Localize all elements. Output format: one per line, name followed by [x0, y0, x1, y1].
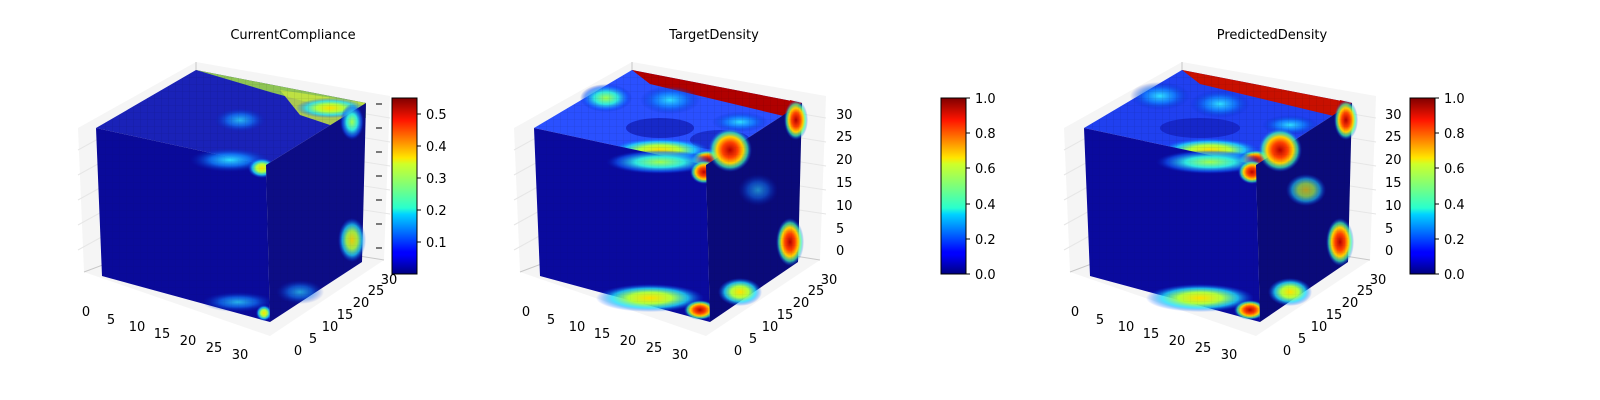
- z-tick: 0: [836, 244, 844, 259]
- x-tick: 10: [569, 320, 586, 335]
- colorbar-tick: 0.5: [426, 108, 447, 123]
- colorbar-tick: 1.0: [1444, 92, 1465, 107]
- y-tick: 30: [1370, 273, 1387, 288]
- x-tick: 15: [1143, 327, 1160, 342]
- x-axis-ticks: 0 5 10 15 20 25 30: [1071, 305, 1237, 363]
- x-tick: 5: [547, 313, 555, 328]
- x-tick: 15: [154, 327, 171, 342]
- x-tick: 30: [232, 348, 249, 363]
- colorbar: 0.0 0.2 0.4 0.6 0.8 1.0: [940, 92, 996, 283]
- y-tick: 30: [381, 273, 398, 288]
- chart-title: TargetDensity: [668, 28, 759, 43]
- z-tick: 15: [1385, 176, 1402, 191]
- z-tick: 30: [1385, 108, 1402, 123]
- colorbar: 0.1 0.2 0.3 0.4 0.5: [391, 97, 447, 275]
- y-tick: 15: [777, 308, 794, 323]
- colorbar-tick: 0.2: [426, 204, 447, 219]
- z-tick: 30: [836, 108, 853, 123]
- z-tick: 10: [836, 199, 853, 214]
- colorbar-tick: 0.4: [975, 198, 996, 213]
- z-axis-tick-marks: [376, 103, 382, 249]
- x-tick: 25: [1195, 341, 1212, 356]
- x-axis-ticks: 0 5 10 15 20 25 30: [82, 305, 248, 363]
- y-axis-ticks: 0 5 10 15 20 25 30: [1283, 273, 1386, 359]
- y-tick: 10: [322, 320, 339, 335]
- x-tick: 20: [620, 334, 637, 349]
- z-tick: 5: [1385, 222, 1393, 237]
- y-tick: 30: [821, 273, 838, 288]
- z-axis-ticks: 0 5 10 15 20 25 30: [836, 108, 853, 259]
- x-tick: 5: [1096, 313, 1104, 328]
- y-tick: 10: [1311, 320, 1328, 335]
- colorbar-tick: 0.3: [426, 172, 447, 187]
- y-tick: 0: [1283, 344, 1291, 359]
- colorbar-tick: 0.0: [975, 268, 996, 283]
- y-tick: 20: [353, 296, 370, 311]
- colorbar-tick: 0.8: [1444, 127, 1465, 142]
- colorbar-tick: 0.2: [975, 233, 996, 248]
- z-tick: 10: [1385, 199, 1402, 214]
- z-tick: 25: [836, 130, 853, 145]
- colorbar-tick: 0.4: [1444, 198, 1465, 213]
- y-tick: 15: [1326, 308, 1343, 323]
- colorbar-tick: 0.6: [975, 162, 996, 177]
- y-tick: 5: [749, 332, 757, 347]
- z-tick: 20: [1385, 153, 1402, 168]
- y-tick: 25: [808, 284, 825, 299]
- x-tick: 20: [180, 334, 197, 349]
- colorbar-tick: 0.4: [426, 140, 447, 155]
- colorbar: 0.0 0.2 0.4 0.6 0.8 1.0: [1409, 92, 1465, 283]
- x-tick: 0: [82, 305, 90, 320]
- y-tick: 25: [368, 284, 385, 299]
- y-tick: 15: [337, 308, 354, 323]
- chart-title: CurrentCompliance: [230, 28, 355, 43]
- colorbar-tick: 1.0: [975, 92, 996, 107]
- z-tick: 15: [836, 176, 853, 191]
- colorbar-tick: 0.0: [1444, 268, 1465, 283]
- panel-target-density: TargetDensity: [513, 28, 996, 363]
- y-tick: 5: [309, 332, 317, 347]
- x-axis-ticks: 0 5 10 15 20 25 30: [522, 305, 688, 363]
- y-tick: 10: [762, 320, 779, 335]
- x-tick: 0: [1071, 305, 1079, 320]
- y-tick: 5: [1298, 332, 1306, 347]
- colorbar-tick: 0.1: [426, 236, 447, 251]
- x-tick: 25: [206, 341, 223, 356]
- z-tick: 25: [1385, 130, 1402, 145]
- x-tick: 10: [129, 320, 146, 335]
- x-tick: 5: [107, 313, 115, 328]
- colorbar-tick: 0.6: [1444, 162, 1465, 177]
- panel-current-compliance: CurrentCompliance 0 5 10: [77, 28, 447, 363]
- y-tick: 0: [294, 344, 302, 359]
- colorbar-tick: 0.2: [1444, 233, 1465, 248]
- x-tick: 10: [1118, 320, 1135, 335]
- y-axis-ticks: 0 5 10 15 20 25 30: [734, 273, 837, 359]
- panel-predicted-density: PredictedDensity 0 5: [1063, 28, 1465, 363]
- z-tick: 20: [836, 153, 853, 168]
- colorbar-tick: 0.8: [975, 127, 996, 142]
- y-tick: 20: [793, 296, 810, 311]
- y-tick: 25: [1357, 284, 1374, 299]
- x-tick: 30: [672, 348, 689, 363]
- x-tick: 30: [1221, 348, 1238, 363]
- x-tick: 15: [594, 327, 611, 342]
- z-tick: 5: [836, 222, 844, 237]
- y-tick: 20: [1342, 296, 1359, 311]
- x-tick: 25: [646, 341, 663, 356]
- x-tick: 0: [522, 305, 530, 320]
- y-axis-ticks: 0 5 10 15 20 25 30: [294, 273, 397, 359]
- chart-title: PredictedDensity: [1217, 28, 1328, 43]
- y-tick: 0: [734, 344, 742, 359]
- z-tick: 0: [1385, 244, 1393, 259]
- z-axis-ticks: 0 5 10 15 20 25 30: [1385, 108, 1402, 259]
- x-tick: 20: [1169, 334, 1186, 349]
